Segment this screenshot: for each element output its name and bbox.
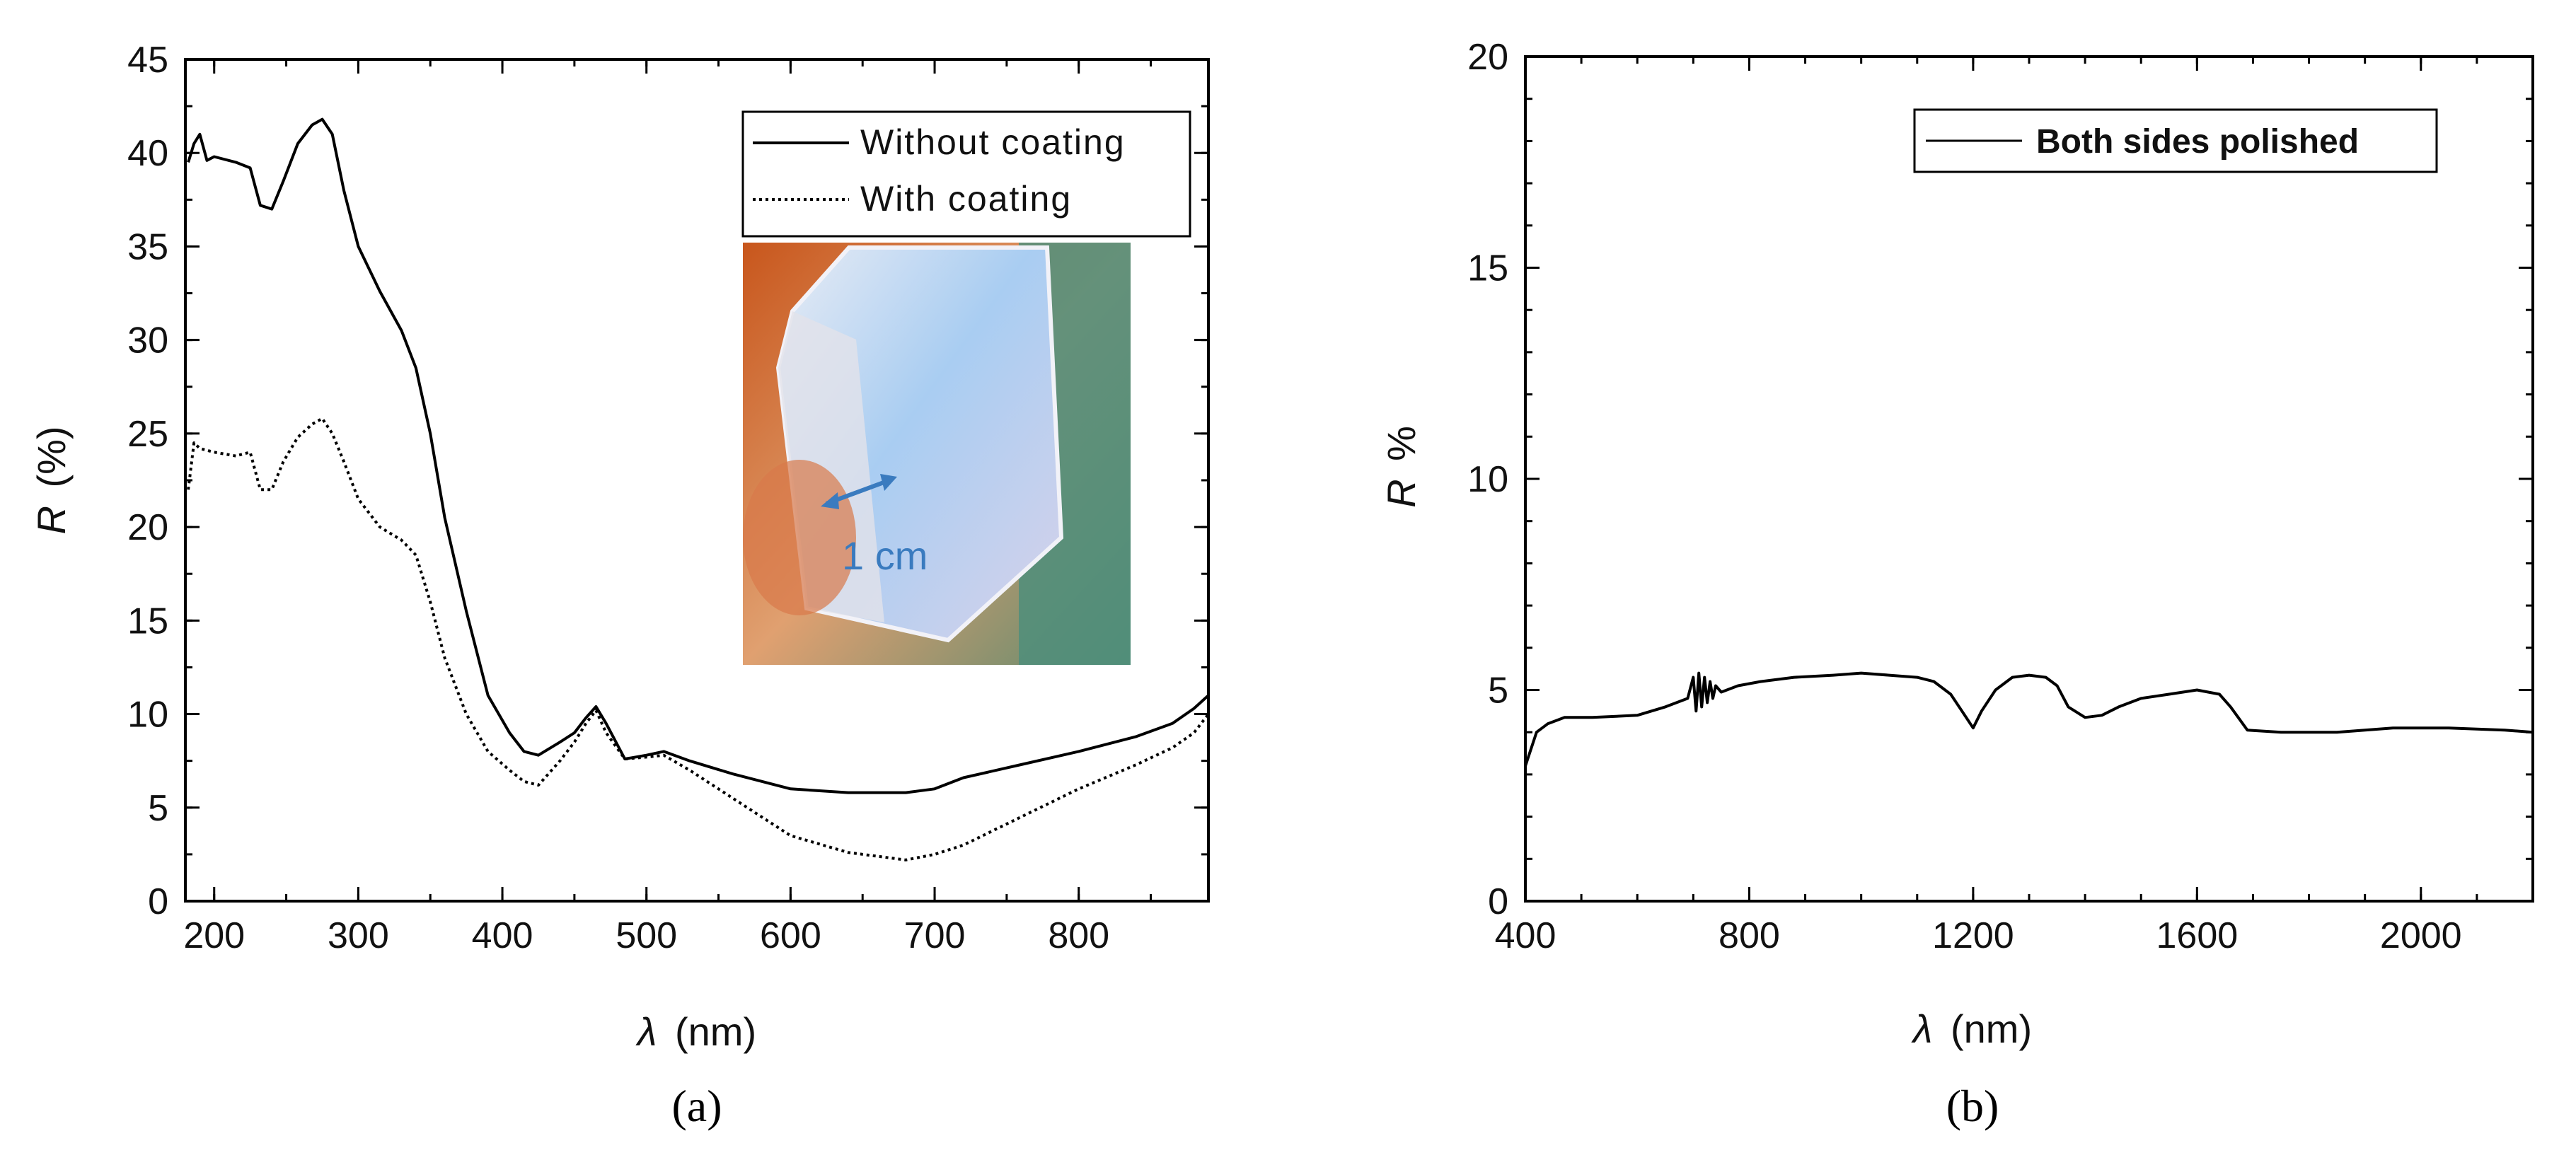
chart-b-x-tick-label: 800 <box>1719 915 1780 956</box>
chart-a-x-tick-label: 800 <box>1048 915 1109 956</box>
chart-a-x-tick-label: 400 <box>472 915 533 956</box>
chart-b-y-tick-label: 20 <box>1467 37 1508 78</box>
chart-a-y-tick-label: 45 <box>127 40 168 81</box>
legend-a-box <box>741 110 1191 238</box>
chart-a-x-tick-label: 200 <box>183 915 245 956</box>
chart-b-ylabel-unit: % <box>1379 426 1423 461</box>
chart-b-x-tick-label: 400 <box>1495 915 1556 956</box>
chart-b-xlabel-unit: (nm) <box>1951 1007 2032 1051</box>
inset-scale-label: 1 cm <box>842 533 928 578</box>
chart-b-x-tick-label: 1600 <box>2156 915 2238 956</box>
chart-a-y-tick-label: 20 <box>127 507 168 548</box>
chart-a-y-tick-label: 35 <box>127 226 168 267</box>
chart-a-x-tick-label: 600 <box>760 915 821 956</box>
chart-a-x-tick-label: 500 <box>616 915 677 956</box>
chart-a-ylabel: R (%) <box>29 426 74 534</box>
chart-a-x-tick-label: 300 <box>328 915 389 956</box>
legend-b-label: Both sides polished <box>2036 123 2359 161</box>
chart-b-ylabel: R % <box>1379 426 1423 508</box>
chart-a-y-tick-label: 5 <box>148 788 168 829</box>
width-arrow-head-left <box>821 492 839 509</box>
chart-b-frame <box>1524 55 2534 903</box>
chart-a-xlabel: λ (nm) <box>635 1009 756 1054</box>
chart-a-ylabel-symbol: R <box>29 506 74 534</box>
chart-a-y-tick-label: 40 <box>127 133 168 174</box>
chart-b-y-tick-label: 0 <box>1488 881 1508 922</box>
chart-b-series <box>1524 671 2534 767</box>
chart-a-y-tick-label: 0 <box>148 881 168 922</box>
chart-a-grid-ticks: 200 300 400 500 600 700 800 0 5 10 15 20 25 30 35 40 45 <box>127 40 1208 956</box>
chart-b-x-tick-label: 1200 <box>1932 915 2014 956</box>
finger <box>743 460 856 615</box>
chart-b-y-tick-label: 15 <box>1467 248 1508 289</box>
legend-a-label-without: Without coating <box>860 122 1126 162</box>
chart-a-series-1-line <box>187 417 1210 862</box>
chart-a-y-tick-label: 25 <box>127 414 168 455</box>
chart-b-legend: Both sides polished <box>1913 108 2438 173</box>
chart-b-ylabel-symbol: R <box>1379 479 1423 507</box>
chart-a-y-tick-label: 30 <box>127 320 168 361</box>
chart-a-series-0-line <box>187 117 1210 794</box>
chart-b-series-0-line <box>1524 671 2534 767</box>
legend-a-label-with: With coating <box>860 179 1072 219</box>
chart-b-y-tick-label: 5 <box>1488 671 1508 712</box>
chart-b-y-tick-label: 10 <box>1467 459 1508 500</box>
chart-a-y-tick-label: 10 <box>127 695 168 736</box>
chart-a-xlabel-unit: (nm) <box>675 1009 756 1054</box>
chart-b-xlabel-symbol: λ <box>1911 1007 1933 1051</box>
chart-a-series <box>187 117 1210 862</box>
chart-b: 400 800 1200 1600 2000 0 5 10 15 20 Both sides po… <box>1379 37 2534 1131</box>
chart-a-x-tick-label: 700 <box>904 915 966 956</box>
panel-a-label: (a) <box>671 1081 722 1131</box>
chart-a-ylabel-unit: (%) <box>29 426 74 487</box>
chart-a: 200 300 400 500 600 700 800 0 5 10 15 20 25 30 35 40 45 <box>29 40 1210 1131</box>
chart-a-y-tick-label: 15 <box>127 601 168 642</box>
chart-b-xlabel: λ (nm) <box>1911 1007 2032 1051</box>
chart-b-x-tick-label: 2000 <box>2380 915 2462 956</box>
panel-b-label: (b) <box>1946 1081 1999 1131</box>
chart-a-legend: Without coating With coating <box>741 110 1191 238</box>
chart-a-inset-photo: 1 cm <box>743 243 1131 665</box>
chart-a-xlabel-symbol: λ <box>635 1009 657 1054</box>
width-arrow-head-right <box>880 474 897 491</box>
chart-a-frame <box>184 58 1210 903</box>
chart-b-grid-ticks: 400 800 1200 1600 2000 0 5 10 15 20 <box>1467 37 2534 956</box>
